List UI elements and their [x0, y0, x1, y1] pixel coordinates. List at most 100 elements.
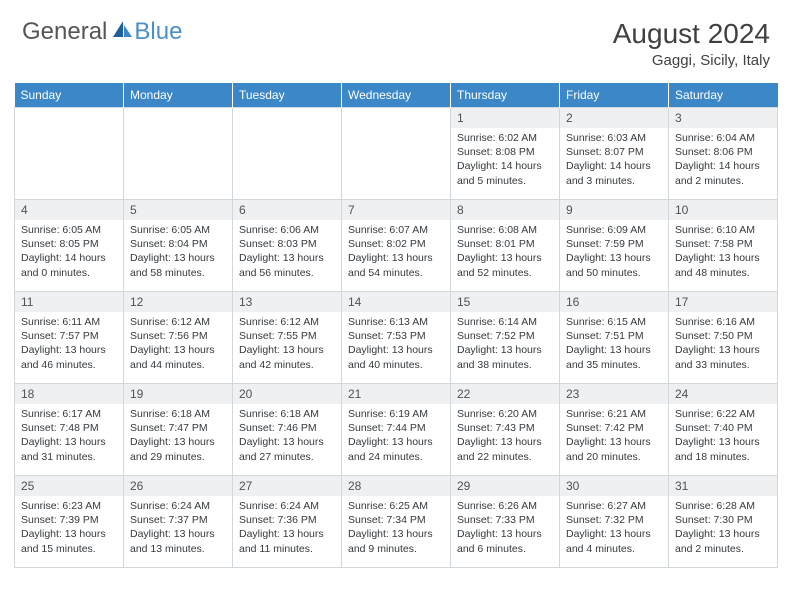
- sunrise-text: Sunrise: 6:16 AM: [675, 315, 771, 329]
- day-number: 14: [342, 292, 450, 312]
- calendar-body: 1Sunrise: 6:02 AMSunset: 8:08 PMDaylight…: [15, 108, 778, 568]
- day-detail: Sunrise: 6:25 AMSunset: 7:34 PMDaylight:…: [342, 496, 450, 560]
- sunrise-text: Sunrise: 6:12 AM: [130, 315, 226, 329]
- calendar-cell: 15 Sunrise: 6:14 AMSunset: 7:52 PMDayligh…: [451, 292, 560, 384]
- calendar-cell: [15, 108, 124, 200]
- calendar-cell: 5Sunrise: 6:05 AMSunset: 8:04 PMDaylight…: [124, 200, 233, 292]
- day-number: 26: [124, 476, 232, 496]
- calendar-cell: 7Sunrise: 6:07 AMSunset: 8:02 PMDaylight…: [342, 200, 451, 292]
- calendar-cell: 30Sunrise: 6:27 AMSunset: 7:32 PMDayligh…: [560, 476, 669, 568]
- sunrise-text: Sunrise: 6:07 AM: [348, 223, 444, 237]
- calendar-cell: 22Sunrise: 6:20 AMSunset: 7:43 PMDayligh…: [451, 384, 560, 476]
- daylight-text: Daylight: 13 hours and 4 minutes.: [566, 527, 662, 555]
- sunrise-text: Sunrise: 6:14 AM: [457, 315, 553, 329]
- daylight-text: Daylight: 13 hours and 22 minutes.: [457, 435, 553, 463]
- sunset-text: Sunset: 7:44 PM: [348, 421, 444, 435]
- sunrise-text: Sunrise: 6:24 AM: [130, 499, 226, 513]
- calendar-cell: [342, 108, 451, 200]
- daylight-text: Daylight: 13 hours and 48 minutes.: [675, 251, 771, 279]
- sunrise-text: Sunrise: 6:15 AM: [566, 315, 662, 329]
- sunrise-text: Sunrise: 6:06 AM: [239, 223, 335, 237]
- day-detail: Sunrise: 6:03 AMSunset: 8:07 PMDaylight:…: [560, 128, 668, 192]
- daylight-text: Daylight: 13 hours and 42 minutes.: [239, 343, 335, 371]
- day-number: 2: [560, 108, 668, 128]
- day-header: Monday: [124, 83, 233, 108]
- sunrise-text: Sunrise: 6:23 AM: [21, 499, 117, 513]
- day-detail: Sunrise: 6:05 AMSunset: 8:05 PMDaylight:…: [15, 220, 123, 284]
- calendar-week: 11Sunrise: 6:11 AMSunset: 7:57 PMDayligh…: [15, 292, 778, 384]
- sunrise-text: Sunrise: 6:11 AM: [21, 315, 117, 329]
- sunrise-text: Sunrise: 6:21 AM: [566, 407, 662, 421]
- day-number: 12: [124, 292, 232, 312]
- day-detail: Sunrise: 6:20 AMSunset: 7:43 PMDaylight:…: [451, 404, 559, 468]
- sunset-text: Sunset: 7:30 PM: [675, 513, 771, 527]
- day-detail: Sunrise: 6:06 AMSunset: 8:03 PMDaylight:…: [233, 220, 341, 284]
- day-number: 13: [233, 292, 341, 312]
- day-detail: Sunrise: 6:02 AMSunset: 8:08 PMDaylight:…: [451, 128, 559, 192]
- calendar-cell: [233, 108, 342, 200]
- sunset-text: Sunset: 7:53 PM: [348, 329, 444, 343]
- day-detail: Sunrise: 6:27 AMSunset: 7:32 PMDaylight:…: [560, 496, 668, 560]
- day-number: 23: [560, 384, 668, 404]
- day-detail: Sunrise: 6:11 AMSunset: 7:57 PMDaylight:…: [15, 312, 123, 376]
- daylight-text: Daylight: 13 hours and 52 minutes.: [457, 251, 553, 279]
- day-number: 25: [15, 476, 123, 496]
- calendar-cell: 16Sunrise: 6:15 AMSunset: 7:51 PMDayligh…: [560, 292, 669, 384]
- daylight-text: Daylight: 13 hours and 38 minutes.: [457, 343, 553, 371]
- day-detail: Sunrise: 6:07 AMSunset: 8:02 PMDaylight:…: [342, 220, 450, 284]
- sunrise-text: Sunrise: 6:12 AM: [239, 315, 335, 329]
- sunset-text: Sunset: 7:56 PM: [130, 329, 226, 343]
- calendar-cell: 13Sunrise: 6:12 AMSunset: 7:55 PMDayligh…: [233, 292, 342, 384]
- day-number: 21: [342, 384, 450, 404]
- day-detail: Sunrise: 6:21 AMSunset: 7:42 PMDaylight:…: [560, 404, 668, 468]
- calendar-cell: 12Sunrise: 6:12 AMSunset: 7:56 PMDayligh…: [124, 292, 233, 384]
- calendar-cell: 20Sunrise: 6:18 AMSunset: 7:46 PMDayligh…: [233, 384, 342, 476]
- calendar-cell: 27Sunrise: 6:24 AMSunset: 7:36 PMDayligh…: [233, 476, 342, 568]
- sunset-text: Sunset: 8:05 PM: [21, 237, 117, 251]
- sail-icon: [111, 19, 133, 46]
- day-number: 15: [451, 292, 559, 312]
- daylight-text: Daylight: 13 hours and 2 minutes.: [675, 527, 771, 555]
- sunrise-text: Sunrise: 6:03 AM: [566, 131, 662, 145]
- day-number: 5: [124, 200, 232, 220]
- day-header: Tuesday: [233, 83, 342, 108]
- daylight-text: Daylight: 13 hours and 18 minutes.: [675, 435, 771, 463]
- day-header-row: SundayMondayTuesdayWednesdayThursdayFrid…: [15, 83, 778, 108]
- day-number: 17: [669, 292, 777, 312]
- calendar-week: 25Sunrise: 6:23 AMSunset: 7:39 PMDayligh…: [15, 476, 778, 568]
- sunset-text: Sunset: 7:52 PM: [457, 329, 553, 343]
- day-detail: Sunrise: 6:18 AMSunset: 7:46 PMDaylight:…: [233, 404, 341, 468]
- header: General Blue August 2024 Gaggi, Sicily, …: [0, 0, 792, 79]
- calendar-cell: 6Sunrise: 6:06 AMSunset: 8:03 PMDaylight…: [233, 200, 342, 292]
- day-detail: Sunrise: 6:17 AMSunset: 7:48 PMDaylight:…: [15, 404, 123, 468]
- daylight-text: Daylight: 13 hours and 44 minutes.: [130, 343, 226, 371]
- sunset-text: Sunset: 7:58 PM: [675, 237, 771, 251]
- sunset-text: Sunset: 7:50 PM: [675, 329, 771, 343]
- sunset-text: Sunset: 7:57 PM: [21, 329, 117, 343]
- day-number: 19: [124, 384, 232, 404]
- daylight-text: Daylight: 13 hours and 27 minutes.: [239, 435, 335, 463]
- sunset-text: Sunset: 8:02 PM: [348, 237, 444, 251]
- calendar-week: 4Sunrise: 6:05 AMSunset: 8:05 PMDaylight…: [15, 200, 778, 292]
- sunrise-text: Sunrise: 6:08 AM: [457, 223, 553, 237]
- daylight-text: Daylight: 13 hours and 31 minutes.: [21, 435, 117, 463]
- day-detail: Sunrise: 6:10 AMSunset: 7:58 PMDaylight:…: [669, 220, 777, 284]
- sunset-text: Sunset: 7:40 PM: [675, 421, 771, 435]
- sunrise-text: Sunrise: 6:24 AM: [239, 499, 335, 513]
- day-number: 6: [233, 200, 341, 220]
- sunrise-text: Sunrise: 6:17 AM: [21, 407, 117, 421]
- day-number: 24: [669, 384, 777, 404]
- sunset-text: Sunset: 7:42 PM: [566, 421, 662, 435]
- daylight-text: Daylight: 14 hours and 2 minutes.: [675, 159, 771, 187]
- daylight-text: Daylight: 14 hours and 0 minutes.: [21, 251, 117, 279]
- daylight-text: Daylight: 13 hours and 35 minutes.: [566, 343, 662, 371]
- sunset-text: Sunset: 7:32 PM: [566, 513, 662, 527]
- calendar-table: SundayMondayTuesdayWednesdayThursdayFrid…: [14, 83, 778, 568]
- daylight-text: Daylight: 13 hours and 13 minutes.: [130, 527, 226, 555]
- sunset-text: Sunset: 7:51 PM: [566, 329, 662, 343]
- day-detail: Sunrise: 6:22 AMSunset: 7:40 PMDaylight:…: [669, 404, 777, 468]
- day-detail: Sunrise: 6:18 AMSunset: 7:47 PMDaylight:…: [124, 404, 232, 468]
- sunrise-text: Sunrise: 6:02 AM: [457, 131, 553, 145]
- day-detail: Sunrise: 6:28 AMSunset: 7:30 PMDaylight:…: [669, 496, 777, 560]
- day-detail: Sunrise: 6:12 AMSunset: 7:56 PMDaylight:…: [124, 312, 232, 376]
